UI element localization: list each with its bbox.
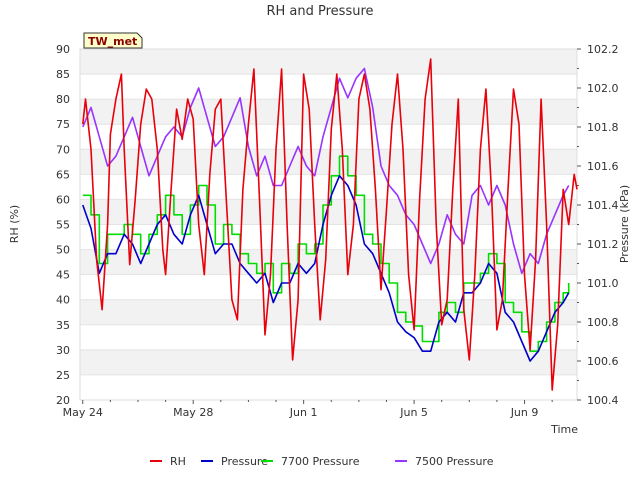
- y-tick-label: 55: [56, 219, 70, 232]
- series-line-7700-pressure: [82, 155, 570, 352]
- grid-band: [80, 149, 577, 175]
- y-tick-label: 80: [56, 93, 70, 106]
- y2-tick-label: 102.0: [587, 82, 619, 95]
- y-tick-label: 85: [56, 68, 70, 81]
- y2-axis-title: Pressure (kPa): [618, 185, 631, 263]
- y-tick-label: 75: [56, 118, 70, 131]
- y-tick-label: 90: [56, 43, 70, 56]
- x-tick-label: Jun 9: [510, 406, 539, 419]
- y2-tick-label: 101.2: [587, 238, 619, 251]
- series-lines: [82, 58, 578, 391]
- site-badge: TW_met: [83, 32, 143, 49]
- y-axis-right: 100.4 100.6 100.8 101.0 101.2 101.4 101.6 101.8…: [577, 43, 619, 407]
- y2-tick-label: 102.2: [587, 43, 619, 56]
- y-tick-label: 45: [56, 269, 70, 282]
- y-tick-label: 65: [56, 168, 70, 181]
- x-tick-label: May 28: [173, 406, 213, 419]
- series-line-rh: [82, 58, 578, 391]
- x-tick-label: Jun 1: [289, 406, 318, 419]
- y2-tick-label: 101.6: [587, 160, 619, 173]
- y-tick-label: 25: [56, 369, 70, 382]
- x-tick-label: Jun 5: [399, 406, 428, 419]
- x-tick-label: May 24: [63, 406, 103, 419]
- y2-tick-label: 101.4: [587, 199, 619, 212]
- legend-label: Pressure: [221, 455, 268, 468]
- y2-tick-label: 100.4: [587, 394, 619, 407]
- y-tick-label: 60: [56, 193, 70, 206]
- y-axis-title: RH (%): [8, 205, 21, 243]
- y2-tick-label: 101.8: [587, 121, 619, 134]
- y-tick-label: 40: [56, 294, 70, 307]
- legend-label: 7700 Pressure: [281, 455, 360, 468]
- legend: RH Pressure 7700 Pressure 7500 Pressure: [150, 455, 494, 468]
- y-tick-label: 30: [56, 344, 70, 357]
- legend-label: RH: [170, 455, 186, 468]
- x-axis-title: Time: [550, 423, 578, 436]
- y-tick-label: 20: [56, 394, 70, 407]
- series-line-7500-pressure: [82, 67, 570, 275]
- grid-band: [80, 249, 577, 275]
- legend-label: 7500 Pressure: [415, 455, 494, 468]
- grid-band: [80, 49, 577, 75]
- badge-label: TW_met: [88, 35, 137, 48]
- y-tick-label: 50: [56, 244, 70, 257]
- y2-tick-label: 101.0: [587, 277, 619, 290]
- badge-box: [83, 32, 143, 49]
- grid-band: [80, 349, 577, 375]
- y-tick-label: 35: [56, 319, 70, 332]
- chart-title: RH and Pressure: [266, 4, 373, 19]
- x-axis: May 24 May 28 Jun 1 Jun 5 Jun 9: [63, 400, 553, 419]
- grid-band: [80, 299, 577, 325]
- y-tick-label: 70: [56, 143, 70, 156]
- y2-tick-label: 100.8: [587, 316, 619, 329]
- y-axis-left: 20 25 30 35 40 45 50 55 60 65 70 75 80 85 90: [56, 43, 70, 407]
- y2-tick-label: 100.6: [587, 355, 619, 368]
